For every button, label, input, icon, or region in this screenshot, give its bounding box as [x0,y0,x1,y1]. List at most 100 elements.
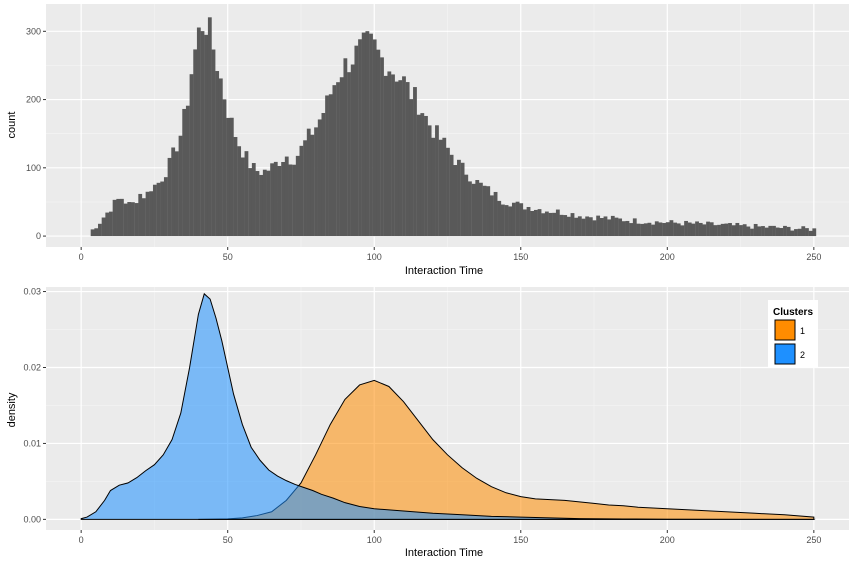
histogram-bar [262,169,267,237]
histogram-bar [358,39,362,237]
histogram-bar [233,137,238,237]
histogram-bar [145,191,150,237]
histogram-bar [581,218,586,237]
histogram-bar [200,31,205,237]
histogram-bar [731,225,736,237]
histogram-bar [775,227,780,237]
histogram-bar [123,203,128,237]
histogram-bar [303,140,307,237]
histogram-bar [292,164,296,237]
histogram-bar [325,95,329,237]
histogram-bar [98,223,102,237]
histogram-bar [526,206,531,237]
histogram-bar [189,74,194,237]
histogram-bar [94,228,99,237]
histogram-bar [281,161,285,237]
histogram-bar [218,78,223,237]
histogram-bar [361,32,366,237]
histogram-bar [251,163,256,237]
histogram-bar [431,137,436,237]
histogram-bar [156,182,161,237]
histogram-bar [647,222,652,237]
histogram-bar [112,199,117,237]
histogram-bar [684,220,688,237]
histogram-bar [801,226,806,237]
histogram-bar [621,221,626,237]
histogram-bar [750,228,754,237]
histogram-chart: 0 50 100 150 200 250 0 100 200 300 Interaction Ti… [6,4,849,277]
histogram-bar [207,17,212,237]
histogram-bar [427,125,432,237]
histogram-bar [413,87,417,237]
histogram-bar [544,211,549,237]
histogram-bar [178,135,183,237]
histogram-bar [350,64,355,237]
density-x-tick-label: 0 [79,535,84,545]
histogram-bar [138,193,143,237]
histogram-bar [508,206,513,237]
histogram-bar [160,181,165,237]
histogram-bar [402,76,406,237]
histogram-bar [244,151,249,237]
legend-key-cluster-1 [774,319,796,341]
histogram-bar [720,223,725,237]
histogram-bar [449,154,454,237]
histogram-bar [314,127,318,237]
histogram-bar [482,185,487,237]
histogram-bar [757,226,762,237]
histogram-bar [105,212,110,237]
histogram-bar [424,115,428,237]
histogram-bar [369,33,373,237]
histogram-bar [438,139,443,237]
histogram-bar [702,224,707,237]
legend-key-cluster-2 [774,343,796,365]
histogram-bar [255,171,260,237]
histogram-y-tick-label: 200 [26,95,41,105]
histogram-bar [570,213,575,237]
histogram-bar [215,71,220,237]
histogram-bar [237,146,242,237]
histogram-bar [555,209,560,237]
histogram-x-axis-title: Interaction Time [405,265,483,277]
histogram-bar [149,191,154,237]
histogram-y-tick-label: 100 [26,163,41,173]
histogram-bar [90,229,95,237]
histogram-bar [299,145,304,237]
histogram-bar [288,164,293,237]
histogram-bar [394,81,399,237]
density-x-tick-label: 250 [806,535,821,545]
histogram-bar [643,223,648,237]
density-y-axis-title: density [6,392,18,427]
density-area-cluster-2 [80,292,815,520]
histogram-bar [380,57,384,237]
histogram-bar [724,223,729,237]
histogram-bar [273,161,278,237]
histogram-bar [328,94,333,237]
histogram-bar [673,222,677,237]
histogram-bar [607,219,612,237]
histogram-bar [134,203,139,237]
histogram-bar [171,147,176,237]
density-areas [80,292,815,520]
histogram-bar [339,77,344,237]
density-y-tick-label: 0.01 [23,438,41,448]
histogram-bar [537,209,542,237]
density-y-tick-label: 0.00 [23,514,41,524]
histogram-bar [446,147,450,237]
histogram-bar [277,165,282,237]
histogram-bar [511,202,516,237]
density-x-tick-label: 200 [660,535,675,545]
histogram-bar [321,112,326,237]
histogram-bar [453,165,458,237]
histogram-bar [416,114,421,237]
histogram-bar [713,225,718,237]
histogram-bar [387,71,392,237]
histogram-axes: 0 50 100 150 200 250 0 100 200 300 [26,26,821,262]
histogram-bar [332,85,337,237]
histogram-bar [259,174,264,237]
histogram-bar [204,34,209,237]
histogram-bar [805,228,809,237]
histogram-bar [500,204,505,237]
histogram-bar [728,223,732,237]
histogram-bar [709,222,714,237]
